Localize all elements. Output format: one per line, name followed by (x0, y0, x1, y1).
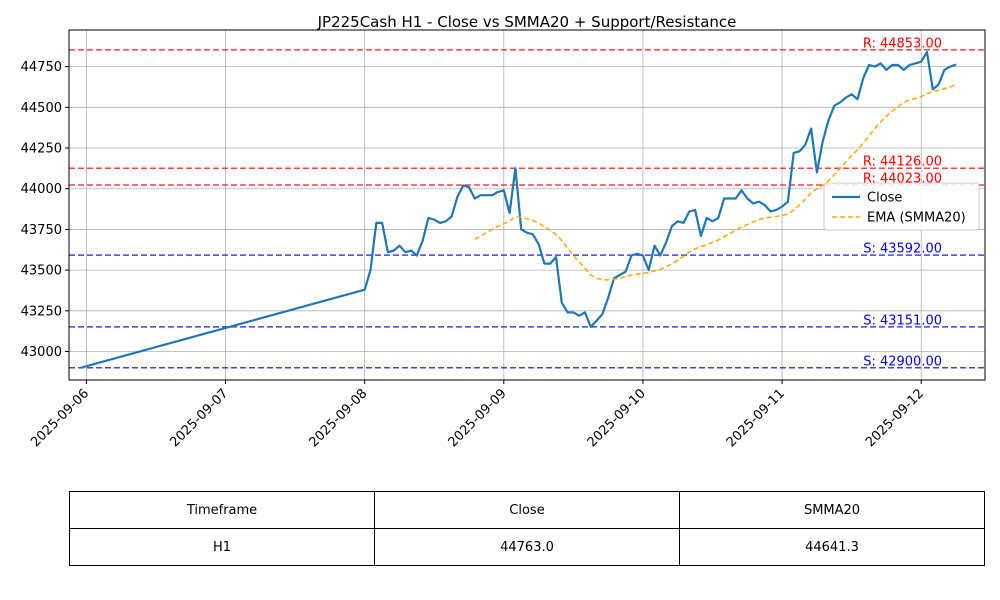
y-tick-label: 43250 (21, 304, 62, 319)
smma-series-line (474, 83, 957, 281)
y-tick-label: 44750 (21, 60, 62, 75)
support-label: S: 42900.00 (863, 354, 942, 369)
support-label: S: 43151.00 (863, 313, 942, 328)
resistance-label: R: 44853.00 (863, 36, 942, 51)
series-lines (80, 50, 957, 369)
legend-label-close: Close (867, 191, 902, 206)
resistance-label: R: 44126.00 (863, 155, 942, 170)
x-tick-label: 2025-09-12 (863, 386, 927, 450)
close-series-line (80, 50, 957, 369)
x-tick-label: 2025-09-10 (585, 386, 649, 450)
table-header-row: Timeframe Close SMMA20 (69, 491, 985, 529)
chart-title: JP225Cash H1 - Close vs SMMA20 + Support… (317, 13, 737, 31)
y-tick-label: 43500 (21, 264, 62, 279)
table-cell: 44641.3 (679, 528, 985, 566)
legend-box (823, 182, 980, 231)
x-tick-label: 2025-09-06 (28, 386, 92, 450)
table-cell: 44763.0 (374, 528, 680, 566)
legend: Close EMA (SMMA20) (823, 182, 980, 231)
x-tick-label: 2025-09-11 (724, 386, 788, 450)
chart: JP225Cash H1 - Close vs SMMA20 + Support… (21, 13, 986, 450)
x-tick-label: 2025-09-08 (306, 386, 370, 450)
summary-table: Timeframe Close SMMA20 H1 44763.0 44641.… (69, 491, 985, 566)
x-tick-label: 2025-09-09 (446, 386, 510, 450)
table-header-cell: Timeframe (69, 491, 375, 529)
support-label: S: 43592.00 (863, 242, 942, 257)
grid (69, 30, 985, 380)
table-header-cell: SMMA20 (679, 491, 985, 529)
y-tick-label: 44500 (21, 101, 62, 116)
table-header-cell: Close (374, 491, 680, 529)
table-row: H1 44763.0 44641.3 (69, 528, 985, 566)
y-tick-label: 43750 (21, 223, 62, 238)
y-tick-label: 44000 (21, 182, 62, 197)
plot-area-frame (68, 29, 986, 381)
legend-label-smma: EMA (SMMA20) (867, 211, 966, 226)
y-tick-label: 43000 (21, 345, 62, 360)
x-tick-label: 2025-09-07 (167, 386, 231, 450)
y-tick-label: 44250 (21, 142, 62, 157)
table-cell: H1 (69, 528, 375, 566)
